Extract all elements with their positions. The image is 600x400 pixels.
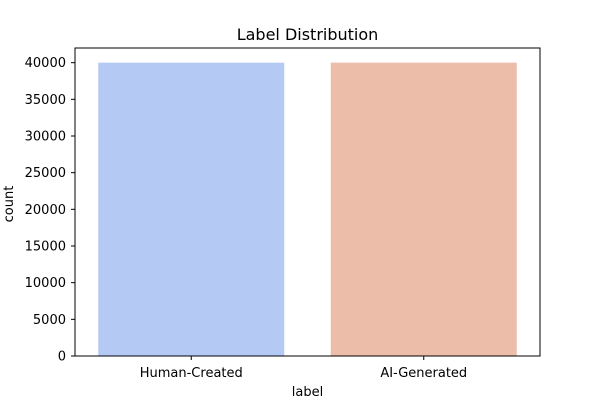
y-tick-label: 40000 — [25, 56, 66, 71]
y-tick-label: 0 — [58, 350, 66, 365]
plot-frame — [74, 47, 541, 357]
y-axis-title: count — [2, 186, 17, 223]
x-tick-label: Human-Created — [140, 366, 243, 381]
y-tick-label: 20000 — [25, 203, 66, 218]
y-tick-label: 30000 — [25, 130, 66, 145]
y-tick-label: 5000 — [33, 313, 66, 328]
y-tick-label: 25000 — [25, 166, 66, 181]
x-axis: Human-Created AI-Generated — [140, 356, 467, 381]
y-tick-label: 15000 — [25, 240, 66, 255]
y-axis: 0 5000 10000 15000 20000 25000 30000 35000 40000 — [25, 56, 75, 365]
bars-layer — [98, 62, 517, 357]
bar-human-created — [98, 62, 285, 357]
y-tick-label: 35000 — [25, 93, 66, 108]
x-tick-label: AI-Generated — [380, 366, 467, 381]
x-axis-title: label — [292, 385, 323, 400]
chart-title: Label Distribution — [237, 25, 379, 44]
bar-ai-generated — [330, 62, 517, 357]
y-tick-label: 10000 — [25, 276, 66, 291]
